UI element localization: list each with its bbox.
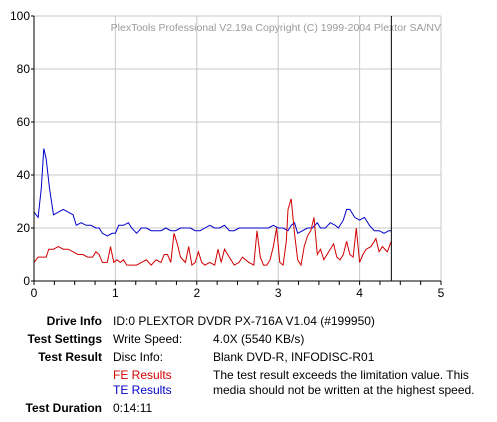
test-duration-value: 0:14:11 xyxy=(113,401,153,415)
y-tick-label: 40 xyxy=(17,168,31,182)
fe-results-line xyxy=(33,198,392,267)
te-results-line xyxy=(33,148,392,237)
tick-labels: 0 20 40 60 80 100 0 1 2 3 4 5 xyxy=(10,9,445,300)
test-result-label: Test Result xyxy=(38,350,102,364)
y-tick-label: 20 xyxy=(17,221,31,235)
x-tick-label: 4 xyxy=(356,286,363,300)
test-duration-label: Test Duration xyxy=(25,401,102,415)
te-results-legend: TE Results xyxy=(113,383,172,397)
x-tick-label: 1 xyxy=(112,286,119,300)
disc-info-value: Blank DVD-R, INFODISC-R01 xyxy=(213,350,375,364)
drive-info-label: Drive Info xyxy=(46,314,102,328)
y-tick-label: 80 xyxy=(17,62,31,76)
test-chart: PlexTools Professional V2.19a Copyright … xyxy=(10,9,445,300)
y-tick-label: 100 xyxy=(10,9,30,23)
x-tick-label: 0 xyxy=(31,286,38,300)
drive-info-value: ID:0 PLEXTOR DVDR PX-716A V1.04 (#199950… xyxy=(113,314,375,328)
result-message-line-1: The test result exceeds the limitation v… xyxy=(213,368,469,382)
test-settings-label: Test Settings xyxy=(27,332,102,346)
chart-title: PlexTools Professional V2.19a Copyright … xyxy=(111,22,441,34)
grid-lines xyxy=(33,15,442,282)
fe-results-legend: FE Results xyxy=(113,368,172,382)
y-tick-label: 60 xyxy=(17,115,31,129)
write-speed-label: Write Speed: xyxy=(113,332,183,346)
x-tick-label: 3 xyxy=(275,286,282,300)
chart-series xyxy=(33,16,392,281)
chart-axes xyxy=(31,15,442,285)
x-tick-label: 5 xyxy=(438,286,445,300)
y-tick-label: 0 xyxy=(23,274,30,288)
write-speed-value: 4.0X (5540 KB/s) xyxy=(213,332,305,346)
x-tick-label: 2 xyxy=(193,286,200,300)
result-message-line-2: media should not be written at the highe… xyxy=(213,383,475,397)
disc-info-label: Disc Info: xyxy=(113,350,164,364)
